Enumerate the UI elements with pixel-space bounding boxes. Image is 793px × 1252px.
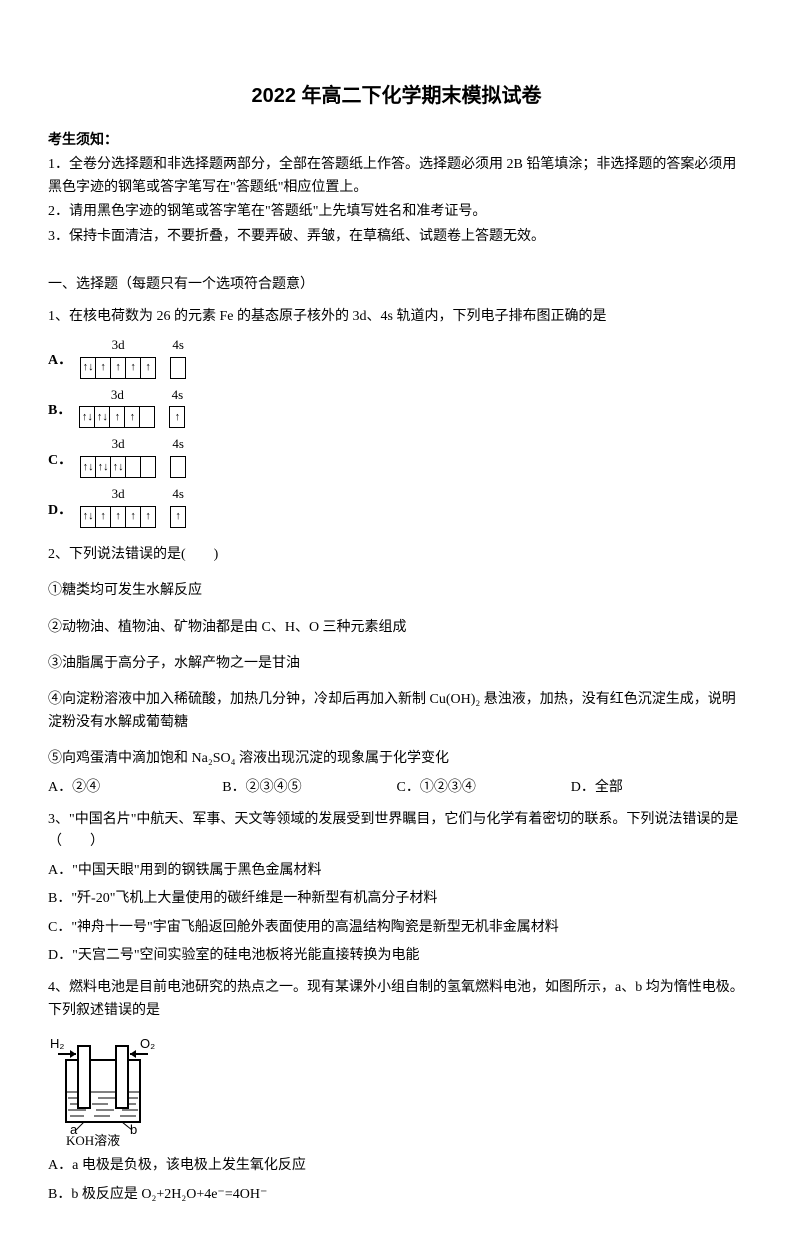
q1-opt-d: D． 3d ↑↓ ↑ ↑ ↑ ↑ 4s ↑ — [48, 484, 369, 528]
orbital-box: ↑ — [170, 506, 186, 528]
q1-b-4s: 4s ↑ — [169, 385, 185, 429]
orbital-box: ↑↓ — [79, 406, 95, 428]
orbital-box: ↑↓ — [94, 406, 110, 428]
orbital-box: ↑↓ — [80, 506, 96, 528]
q1-opt-a-label: A． — [48, 350, 72, 378]
orbital-box — [170, 456, 186, 478]
koh-label: KOH溶液 — [66, 1133, 120, 1147]
orbital-box: ↑ — [140, 357, 156, 379]
question-3: 3、"中国名片"中航天、军事、天文等领域的发展受到世界瞩目，它们与化学有着密切的… — [48, 809, 745, 854]
q2-s5: ⑤向鸡蛋清中滴加饱和 Na₂SO₄ 溶液出现沉淀的现象属于化学变化 — [48, 748, 745, 770]
q1-a-3d-label: 3d — [112, 335, 125, 356]
q2-opt-d: D．全部 — [571, 777, 745, 799]
q1-c-3d: 3d ↑↓ ↑↓ ↑↓ — [80, 434, 156, 478]
orbital-box — [139, 406, 155, 428]
orbital-box: ↑ — [110, 506, 126, 528]
section-1-heading: 一、选择题（每题只有一个选项符合题意） — [48, 274, 745, 296]
q2-s2: ②动物油、植物油、矿物油都是由 C、H、O 三种元素组成 — [48, 617, 745, 639]
q3-opt-d: D．"天宫二号"空间实验室的硅电池板将光能直接转换为电能 — [48, 945, 745, 967]
q1-c-orbitals: 3d ↑↓ ↑↓ ↑↓ 4s — [80, 434, 200, 478]
question-4: 4、燃料电池是目前电池研究的热点之一。现有某课外小组自制的氢氧燃料电池，如图所示… — [48, 977, 745, 1022]
q3-opt-c: C．"神舟十一号"宇宙飞船返回舱外表面使用的高温结构陶瓷是新型无机非金属材料 — [48, 917, 745, 939]
orbital-box: ↑↓ — [80, 456, 96, 478]
o2-label: O₂ — [140, 1036, 155, 1051]
page-title: 2022 年高二下化学期末模拟试卷 — [48, 80, 745, 112]
orbital-box: ↑↓ — [95, 456, 111, 478]
q1-opt-c: C． 3d ↑↓ ↑↓ ↑↓ 4s — [48, 434, 369, 478]
q1-d-3d: 3d ↑↓ ↑ ↑ ↑ ↑ — [80, 484, 156, 528]
h2-label: H₂ — [50, 1036, 64, 1051]
orbital-box: ↑ — [125, 357, 141, 379]
question-1: 1、在核电荷数为 26 的元素 Fe 的基态原子核外的 3d、4s 轨道内，下列… — [48, 306, 745, 328]
orbital-box — [125, 456, 141, 478]
q2-opt-b: B．②③④⑤ — [222, 777, 396, 799]
q3-opt-a: A．"中国天眼"用到的钢铁属于黑色金属材料 — [48, 860, 745, 882]
q1-a-orbitals: 3d ↑↓ ↑ ↑ ↑ ↑ 4s — [80, 335, 200, 379]
q2-opt-a: A．②④ — [48, 777, 222, 799]
question-2: 2、下列说法错误的是( ) — [48, 544, 745, 566]
q1-a-4s-label: 4s — [172, 335, 184, 356]
q2-s4: ④向淀粉溶液中加入稀硫酸，加热几分钟，冷却后再加入新制 Cu(OH)₂ 悬浊液，… — [48, 689, 745, 734]
notice-3: 3．保持卡面清洁，不要折叠，不要弄破、弄皱，在草稿纸、试题卷上答题无效。 — [48, 226, 745, 248]
q1-options: A． 3d ↑↓ ↑ ↑ ↑ ↑ 4s B． — [48, 335, 745, 534]
orbital-box: ↑↓ — [110, 456, 126, 478]
q1-d-4s: 4s ↑ — [170, 484, 186, 528]
q1-a-3d: 3d ↑↓ ↑ ↑ ↑ ↑ — [80, 335, 156, 379]
orbital-box: ↑ — [95, 506, 111, 528]
q1-a-4s: 4s — [170, 335, 186, 379]
q4-opt-b: B．b 极反应是 O₂+2H₂O+4e⁻=4OH⁻ — [48, 1184, 745, 1206]
q1-opt-b-label: B． — [48, 400, 71, 428]
orbital-box: ↑ — [125, 506, 141, 528]
orbital-box: ↑ — [140, 506, 156, 528]
orbital-box — [140, 456, 156, 478]
orbital-box: ↑ — [95, 357, 111, 379]
q1-d-4s-label: 4s — [172, 484, 184, 505]
q1-c-4s-label: 4s — [172, 434, 184, 455]
q1-b-orbitals: 3d ↑↓ ↑↓ ↑ ↑ 4s ↑ — [79, 385, 199, 429]
orbital-box: ↑ — [169, 406, 185, 428]
q3-opt-b: B．"歼-20"飞机上大量使用的碳纤维是一种新型有机高分子材料 — [48, 888, 745, 910]
orbital-box — [170, 357, 186, 379]
fuel-cell-diagram: H₂ O₂ a b KOH溶液 — [48, 1032, 745, 1147]
notice-2: 2．请用黑色字迹的钢笔或答字笔在"答题纸"上先填写姓名和准考证号。 — [48, 201, 745, 223]
notice-heading: 考生须知： — [48, 130, 745, 152]
q4-opt-a: A．a 电极是负极，该电极上发生氧化反应 — [48, 1155, 745, 1177]
q2-s3: ③油脂属于高分子，水解产物之一是甘油 — [48, 653, 745, 675]
q2-options: A．②④ B．②③④⑤ C．①②③④ D．全部 — [48, 777, 745, 799]
q1-d-3d-label: 3d — [112, 484, 125, 505]
q1-b-3d: 3d ↑↓ ↑↓ ↑ ↑ — [79, 385, 155, 429]
q1-c-4s: 4s — [170, 434, 186, 478]
q1-d-orbitals: 3d ↑↓ ↑ ↑ ↑ ↑ 4s ↑ — [80, 484, 200, 528]
q2-s1: ①糖类均可发生水解反应 — [48, 580, 745, 602]
q1-opt-a: A． 3d ↑↓ ↑ ↑ ↑ ↑ 4s — [48, 335, 369, 379]
orbital-box: ↑ — [124, 406, 140, 428]
orbital-box: ↑ — [110, 357, 126, 379]
notice-1: 1．全卷分选择题和非选择题两部分，全部在答题纸上作答。选择题必须用 2B 铅笔填… — [48, 154, 745, 199]
q1-opt-c-label: C． — [48, 450, 72, 478]
orbital-box: ↑↓ — [80, 357, 96, 379]
q1-b-4s-label: 4s — [172, 385, 184, 406]
q1-c-3d-label: 3d — [112, 434, 125, 455]
orbital-box: ↑ — [109, 406, 125, 428]
q1-opt-b: B． 3d ↑↓ ↑↓ ↑ ↑ 4s ↑ — [48, 385, 369, 429]
q1-b-3d-label: 3d — [111, 385, 124, 406]
q1-opt-d-label: D． — [48, 500, 72, 528]
q2-opt-c: C．①②③④ — [397, 777, 571, 799]
